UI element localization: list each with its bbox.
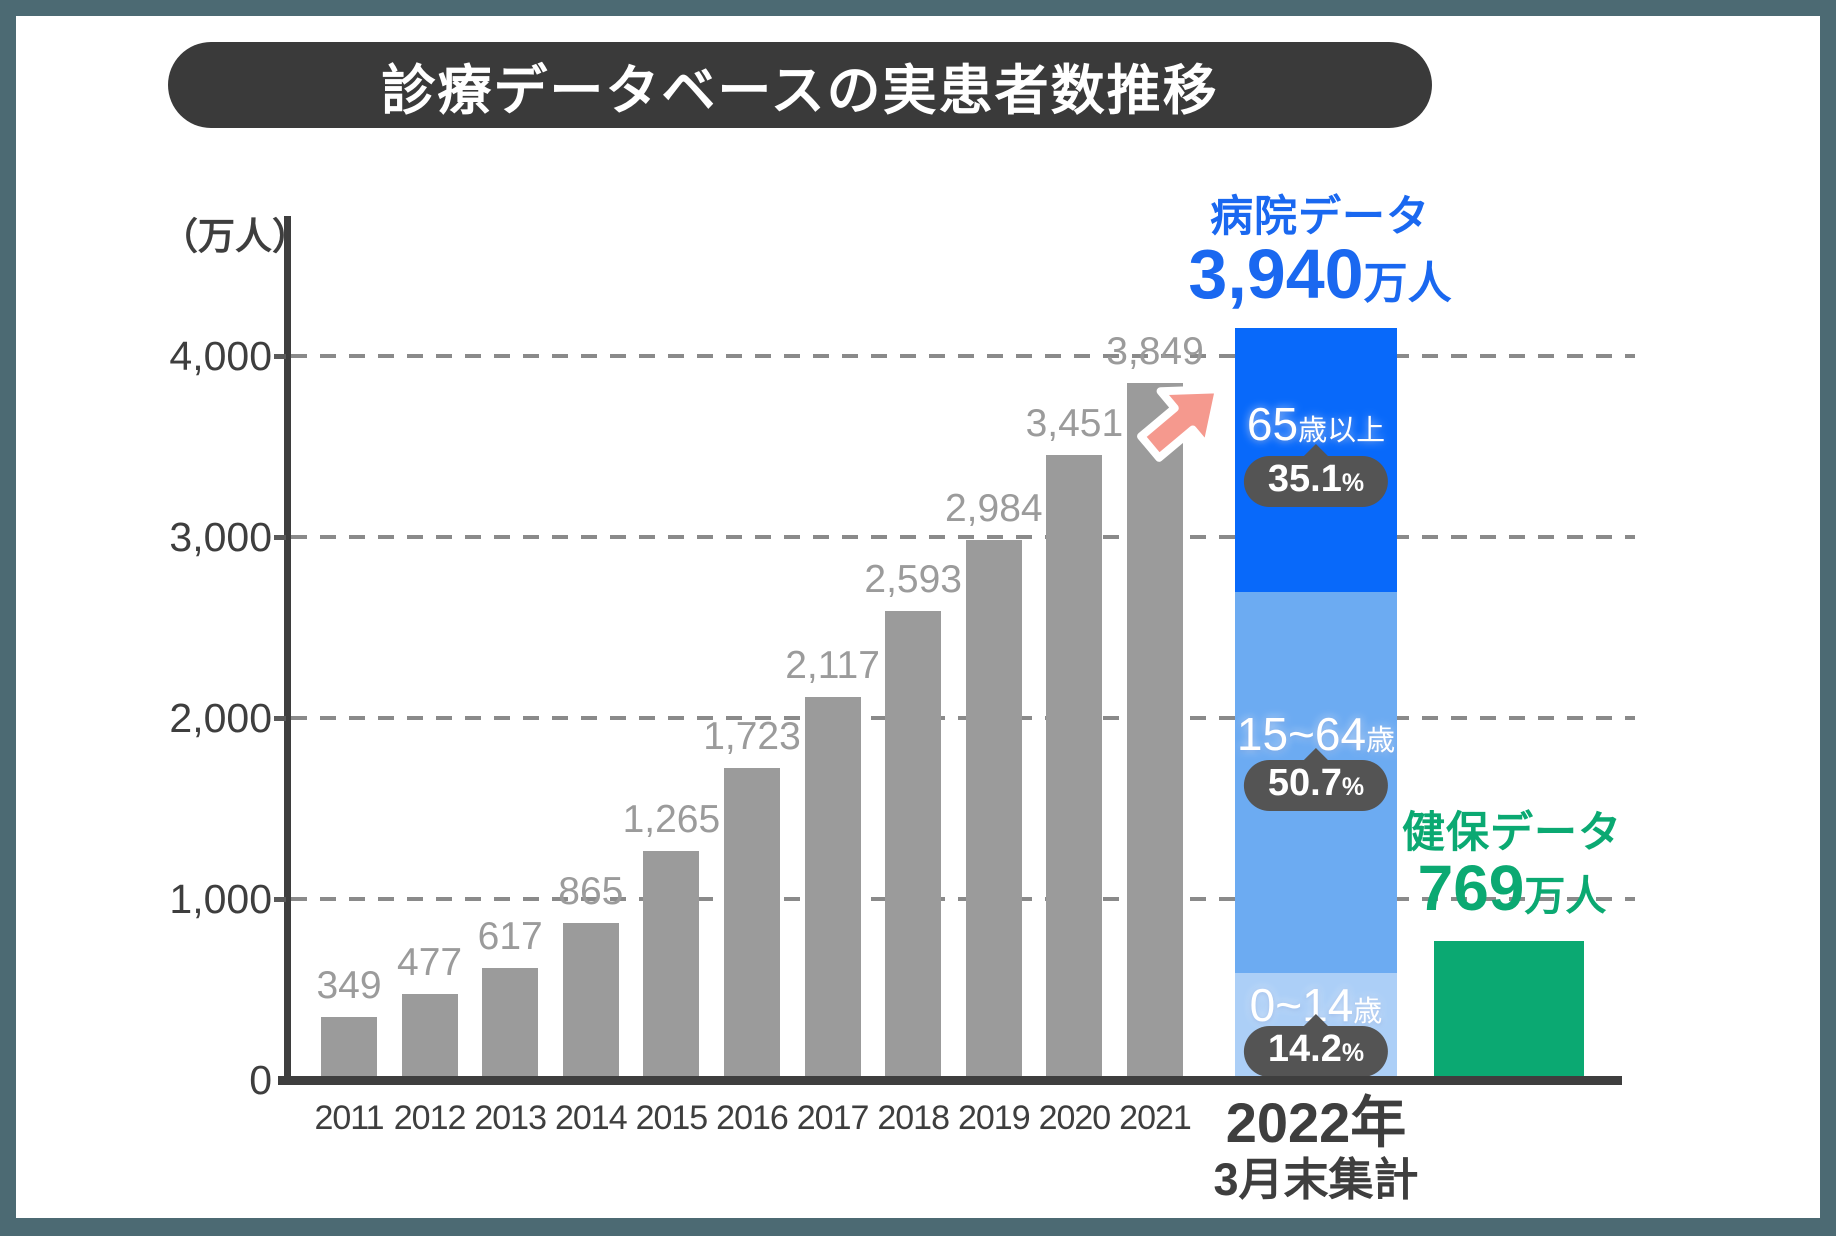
bar-value-2015: 1,265 bbox=[622, 798, 721, 841]
bar-2018 bbox=[885, 611, 942, 1080]
x-label-2019: 2019 bbox=[957, 1099, 1031, 1137]
y-tick-label-3000: 3,000 bbox=[169, 514, 272, 560]
chart-title: 診療データベースの実患者数推移 bbox=[381, 60, 1219, 121]
y-tickmark-4000 bbox=[274, 354, 286, 359]
y-tickmark-3000 bbox=[274, 535, 286, 540]
bar-value-2017: 2,117 bbox=[785, 644, 880, 687]
bar-value-2021: 3,849 bbox=[1106, 330, 1204, 373]
kenpo-data-title: 健保データ bbox=[1402, 809, 1622, 857]
y-tick-label-0: 0 bbox=[249, 1057, 272, 1103]
x-label-2016: 2016 bbox=[716, 1099, 789, 1137]
gridline-2000 bbox=[291, 716, 1635, 720]
x-label-2011: 2011 bbox=[314, 1099, 384, 1137]
bar-2012 bbox=[401, 994, 458, 1080]
segment-pct-badge-0: 35.1% bbox=[1243, 456, 1389, 507]
segment-age-label-0: 65歳以上 bbox=[1246, 398, 1386, 450]
chart-title-bar: 診療データベースの実患者数推移 bbox=[168, 42, 1432, 128]
y-tick-label-4000: 4,000 bbox=[169, 333, 272, 379]
kenpo-bar bbox=[1434, 941, 1584, 1080]
bar-value-2016: 1,723 bbox=[703, 715, 801, 758]
y-tickmark-2000 bbox=[274, 716, 286, 721]
x-label-2014: 2014 bbox=[554, 1099, 628, 1137]
bar-2021 bbox=[1127, 383, 1183, 1080]
x-label-2022-year: 2022年 bbox=[1225, 1091, 1407, 1154]
x-label-2022: 2022年 3月末集計 bbox=[1136, 1092, 1496, 1206]
bar-2020 bbox=[1046, 455, 1103, 1080]
segment-pct-badge-1: 50.7% bbox=[1243, 760, 1389, 811]
x-label-2013: 2013 bbox=[474, 1099, 547, 1137]
gridline-1000 bbox=[291, 897, 1635, 901]
bar-value-2011: 349 bbox=[316, 964, 382, 1007]
gridline-4000 bbox=[291, 354, 1635, 358]
y-tickmark-1000 bbox=[274, 897, 286, 902]
stacked-bar-2022: 65歳以上 35.1% 15~64歳 50.7% 0~14歳 14.2% bbox=[1235, 328, 1397, 1080]
growth-arrow-icon bbox=[1114, 346, 1255, 487]
kenpo-data-unit: 万人 bbox=[1524, 873, 1607, 919]
x-label-2017: 2017 bbox=[796, 1099, 870, 1137]
gridline-3000 bbox=[291, 535, 1635, 539]
bar-value-2020: 3,451 bbox=[1025, 402, 1124, 445]
segment-age-label-1: 15~64歳 bbox=[1236, 708, 1396, 760]
x-label-2021: 2021 bbox=[1119, 1099, 1192, 1137]
bar-2011 bbox=[321, 1017, 377, 1080]
bar-2017 bbox=[804, 697, 861, 1080]
bar-value-2013: 617 bbox=[477, 915, 543, 958]
bar-2013 bbox=[482, 968, 539, 1080]
kenpo-data-annotation: 健保データ 769万人 bbox=[1332, 808, 1692, 936]
x-label-2020: 2020 bbox=[1038, 1099, 1112, 1137]
hospital-data-value: 3,940万人 bbox=[1100, 239, 1540, 326]
bar-2019 bbox=[965, 540, 1022, 1080]
y-tick-label-2000: 2,000 bbox=[169, 695, 272, 741]
bar-value-2012: 477 bbox=[397, 941, 463, 984]
x-label-2018: 2018 bbox=[877, 1099, 950, 1137]
bar-2014 bbox=[562, 923, 619, 1080]
kenpo-data-value: 769万人 bbox=[1332, 856, 1692, 936]
segment-pct-badge-2: 14.2% bbox=[1243, 1026, 1389, 1077]
x-axis-line bbox=[278, 1076, 1622, 1085]
bar-2016 bbox=[724, 768, 780, 1080]
kenpo-data-number: 769 bbox=[1417, 852, 1525, 924]
hospital-data-annotation: 病院データ 3,940万人 bbox=[1100, 192, 1540, 326]
segment-age-label-2: 0~14歳 bbox=[1249, 979, 1383, 1031]
bar-value-2018: 2,593 bbox=[864, 558, 962, 601]
y-axis-line bbox=[284, 216, 291, 1084]
hospital-data-title: 病院データ bbox=[1210, 193, 1430, 241]
x-label-2022-sub: 3月末集計 bbox=[1213, 1154, 1419, 1205]
y-tick-label-1000: 1,000 bbox=[169, 876, 272, 922]
bar-2015 bbox=[643, 851, 700, 1080]
x-label-2015: 2015 bbox=[635, 1099, 709, 1137]
bar-value-2014: 865 bbox=[558, 870, 624, 913]
bar-value-2019: 2,984 bbox=[944, 487, 1043, 530]
hospital-data-unit: 万人 bbox=[1363, 259, 1452, 308]
x-label-2012: 2012 bbox=[393, 1099, 467, 1137]
y-axis-unit-label: （万人） bbox=[161, 216, 309, 257]
hospital-data-number: 3,940 bbox=[1188, 235, 1364, 313]
